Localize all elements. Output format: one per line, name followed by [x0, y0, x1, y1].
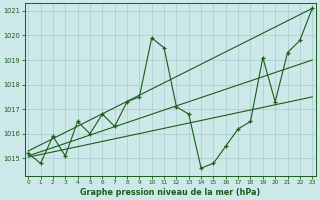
X-axis label: Graphe pression niveau de la mer (hPa): Graphe pression niveau de la mer (hPa)	[80, 188, 260, 197]
